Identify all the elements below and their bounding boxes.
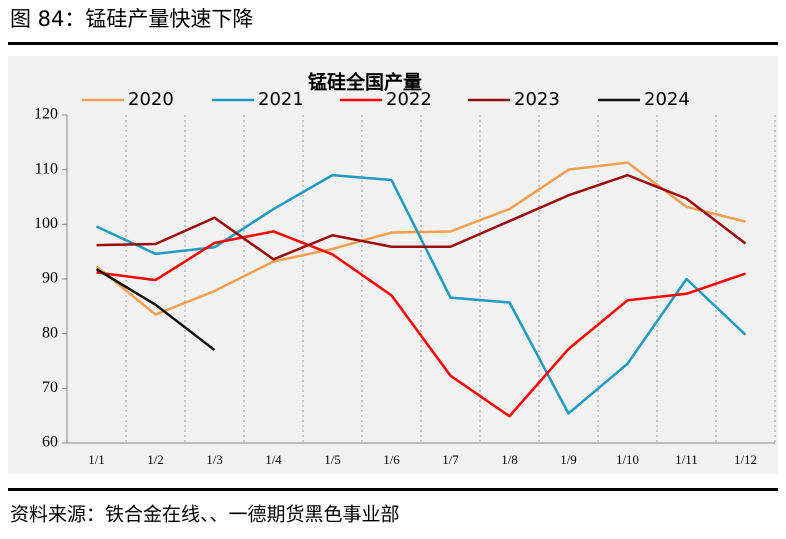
series-line	[95, 161, 746, 316]
x-tick-label: 1/5	[324, 452, 341, 467]
source: 资料来源：铁合金在线、、一德期货黑色事业部	[10, 504, 400, 526]
y-tick-label: 70	[42, 379, 58, 396]
x-tick-label: 1/3	[206, 452, 223, 467]
y-tick-label: 120	[34, 106, 58, 123]
legend-label: 2021	[258, 89, 304, 110]
x-tick-label: 1/8	[501, 452, 518, 467]
series-line	[95, 268, 216, 352]
y-tick-label: 60	[42, 434, 58, 451]
x-tick-label: 1/7	[442, 452, 459, 467]
series-line	[96, 230, 746, 418]
figure-title: 图 84：锰硅产量快速下降	[10, 7, 253, 31]
y-tick-label: 100	[34, 215, 58, 232]
chart-background	[8, 56, 778, 474]
legend-label: 2024	[644, 89, 690, 110]
x-tick-label: 1/11	[675, 452, 698, 467]
legend-label: 2020	[128, 89, 174, 110]
y-tick-label: 110	[35, 160, 58, 177]
legend-label: 2022	[386, 89, 432, 110]
x-tick-label: 1/2	[147, 452, 164, 467]
y-tick-label: 90	[42, 270, 58, 287]
footer-rule	[8, 488, 778, 491]
legend-label: 2023	[514, 89, 560, 110]
header-rule	[8, 42, 778, 45]
x-tick-label: 1/12	[734, 452, 757, 467]
x-tick-label: 1/1	[88, 452, 105, 467]
series-line	[96, 173, 747, 261]
y-tick-label: 80	[42, 324, 58, 341]
chart-title: 锰硅全国产量	[308, 70, 422, 93]
x-tick-label: 1/6	[383, 452, 400, 467]
x-tick-label: 1/4	[265, 452, 282, 467]
x-tick-label: 1/9	[560, 452, 577, 467]
x-tick-label: 1/10	[616, 452, 639, 467]
